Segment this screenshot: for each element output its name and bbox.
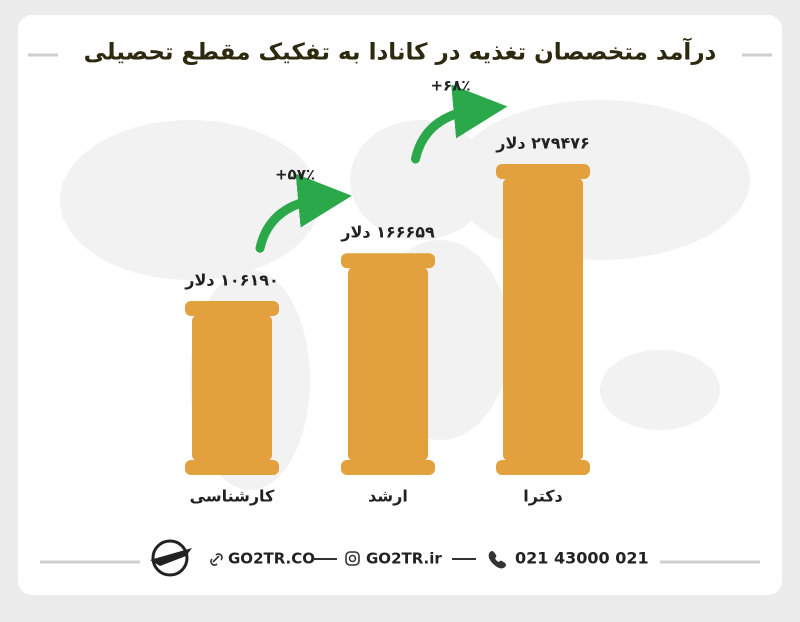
website: GO2TR.CO	[228, 550, 315, 568]
bar-cap	[341, 253, 435, 269]
growth-arrow	[255, 173, 352, 253]
x-tick-label: ارشد	[368, 487, 408, 506]
bar	[503, 178, 583, 461]
bar-cap	[185, 301, 279, 317]
value-label: ۲۷۹۴۷۶ دلار	[495, 134, 590, 153]
bar-base	[185, 460, 279, 475]
logo	[150, 539, 192, 577]
bar-base	[496, 460, 590, 475]
annotation: +۵۷٪	[275, 166, 315, 184]
bar	[348, 267, 428, 461]
growth-arrow	[411, 84, 508, 164]
chart-title: درآمد متخصصان تغذیه در کانادا به تفکیک م…	[84, 37, 717, 66]
value-label: ۱۰۶۱۹۰ دلار	[184, 271, 279, 290]
instagram-icon	[348, 554, 357, 563]
x-tick-label: کارشناسی	[190, 487, 275, 506]
annotation: +۶۸٪	[430, 77, 470, 95]
x-tick-label: دکترا	[523, 487, 562, 506]
instagram: GO2TR.ir	[366, 550, 442, 568]
link-icon	[210, 553, 223, 566]
bar-cap	[496, 164, 590, 179]
phone-icon	[488, 551, 506, 569]
instagram-icon	[345, 551, 360, 566]
bar-base	[341, 460, 435, 475]
bar	[192, 315, 272, 461]
value-label: ۱۶۶۶۵۹ دلار	[340, 223, 435, 242]
footer: GO2TR.CO GO2TR.ir 021 43000 021	[40, 539, 760, 577]
phone: 021 43000 021	[515, 549, 649, 568]
